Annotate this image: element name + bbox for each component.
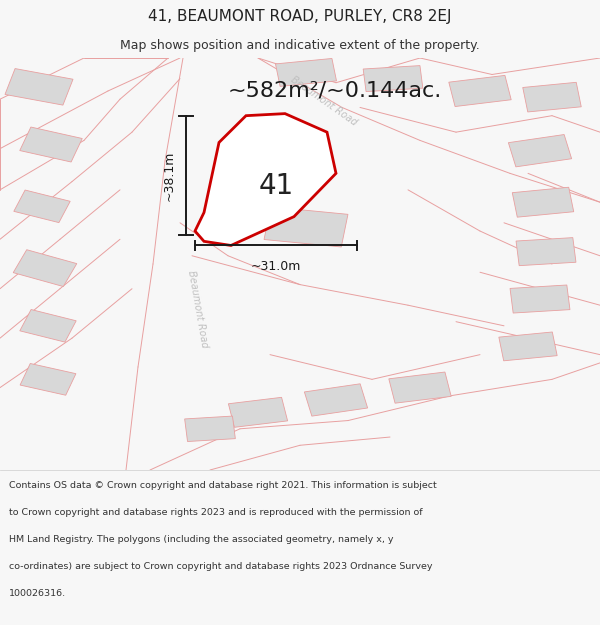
- Polygon shape: [227, 156, 301, 191]
- Polygon shape: [499, 332, 557, 361]
- Text: Map shows position and indicative extent of the property.: Map shows position and indicative extent…: [120, 39, 480, 52]
- Polygon shape: [304, 384, 368, 416]
- Text: co-ordinates) are subject to Crown copyright and database rights 2023 Ordnance S: co-ordinates) are subject to Crown copyr…: [9, 562, 433, 571]
- Polygon shape: [510, 285, 570, 313]
- Text: to Crown copyright and database rights 2023 and is reproduced with the permissio: to Crown copyright and database rights 2…: [9, 508, 422, 517]
- Polygon shape: [523, 82, 581, 112]
- Text: ~582m²/~0.144ac.: ~582m²/~0.144ac.: [228, 81, 442, 101]
- Text: 100026316.: 100026316.: [9, 589, 66, 598]
- Polygon shape: [229, 398, 287, 428]
- Text: HM Land Registry. The polygons (including the associated geometry, namely x, y: HM Land Registry. The polygons (includin…: [9, 535, 394, 544]
- Text: 41, BEAUMONT ROAD, PURLEY, CR8 2EJ: 41, BEAUMONT ROAD, PURLEY, CR8 2EJ: [148, 9, 452, 24]
- Text: Beaumont Road: Beaumont Road: [289, 74, 359, 128]
- Polygon shape: [185, 416, 235, 441]
- Text: ~31.0m: ~31.0m: [251, 260, 301, 273]
- Polygon shape: [449, 76, 511, 106]
- Polygon shape: [5, 69, 73, 105]
- Polygon shape: [20, 127, 82, 162]
- Text: Beaumont Road: Beaumont Road: [186, 270, 210, 349]
- Polygon shape: [389, 372, 451, 403]
- Polygon shape: [20, 364, 76, 395]
- Polygon shape: [20, 309, 76, 342]
- Polygon shape: [508, 134, 572, 167]
- Polygon shape: [13, 250, 77, 286]
- Polygon shape: [516, 238, 576, 266]
- Polygon shape: [512, 188, 574, 217]
- Polygon shape: [363, 66, 423, 92]
- Polygon shape: [14, 190, 70, 222]
- Text: 41: 41: [259, 172, 293, 200]
- Polygon shape: [275, 59, 337, 86]
- Text: ~38.1m: ~38.1m: [162, 150, 175, 201]
- Polygon shape: [195, 114, 336, 246]
- Polygon shape: [264, 207, 348, 247]
- Text: Contains OS data © Crown copyright and database right 2021. This information is : Contains OS data © Crown copyright and d…: [9, 481, 437, 490]
